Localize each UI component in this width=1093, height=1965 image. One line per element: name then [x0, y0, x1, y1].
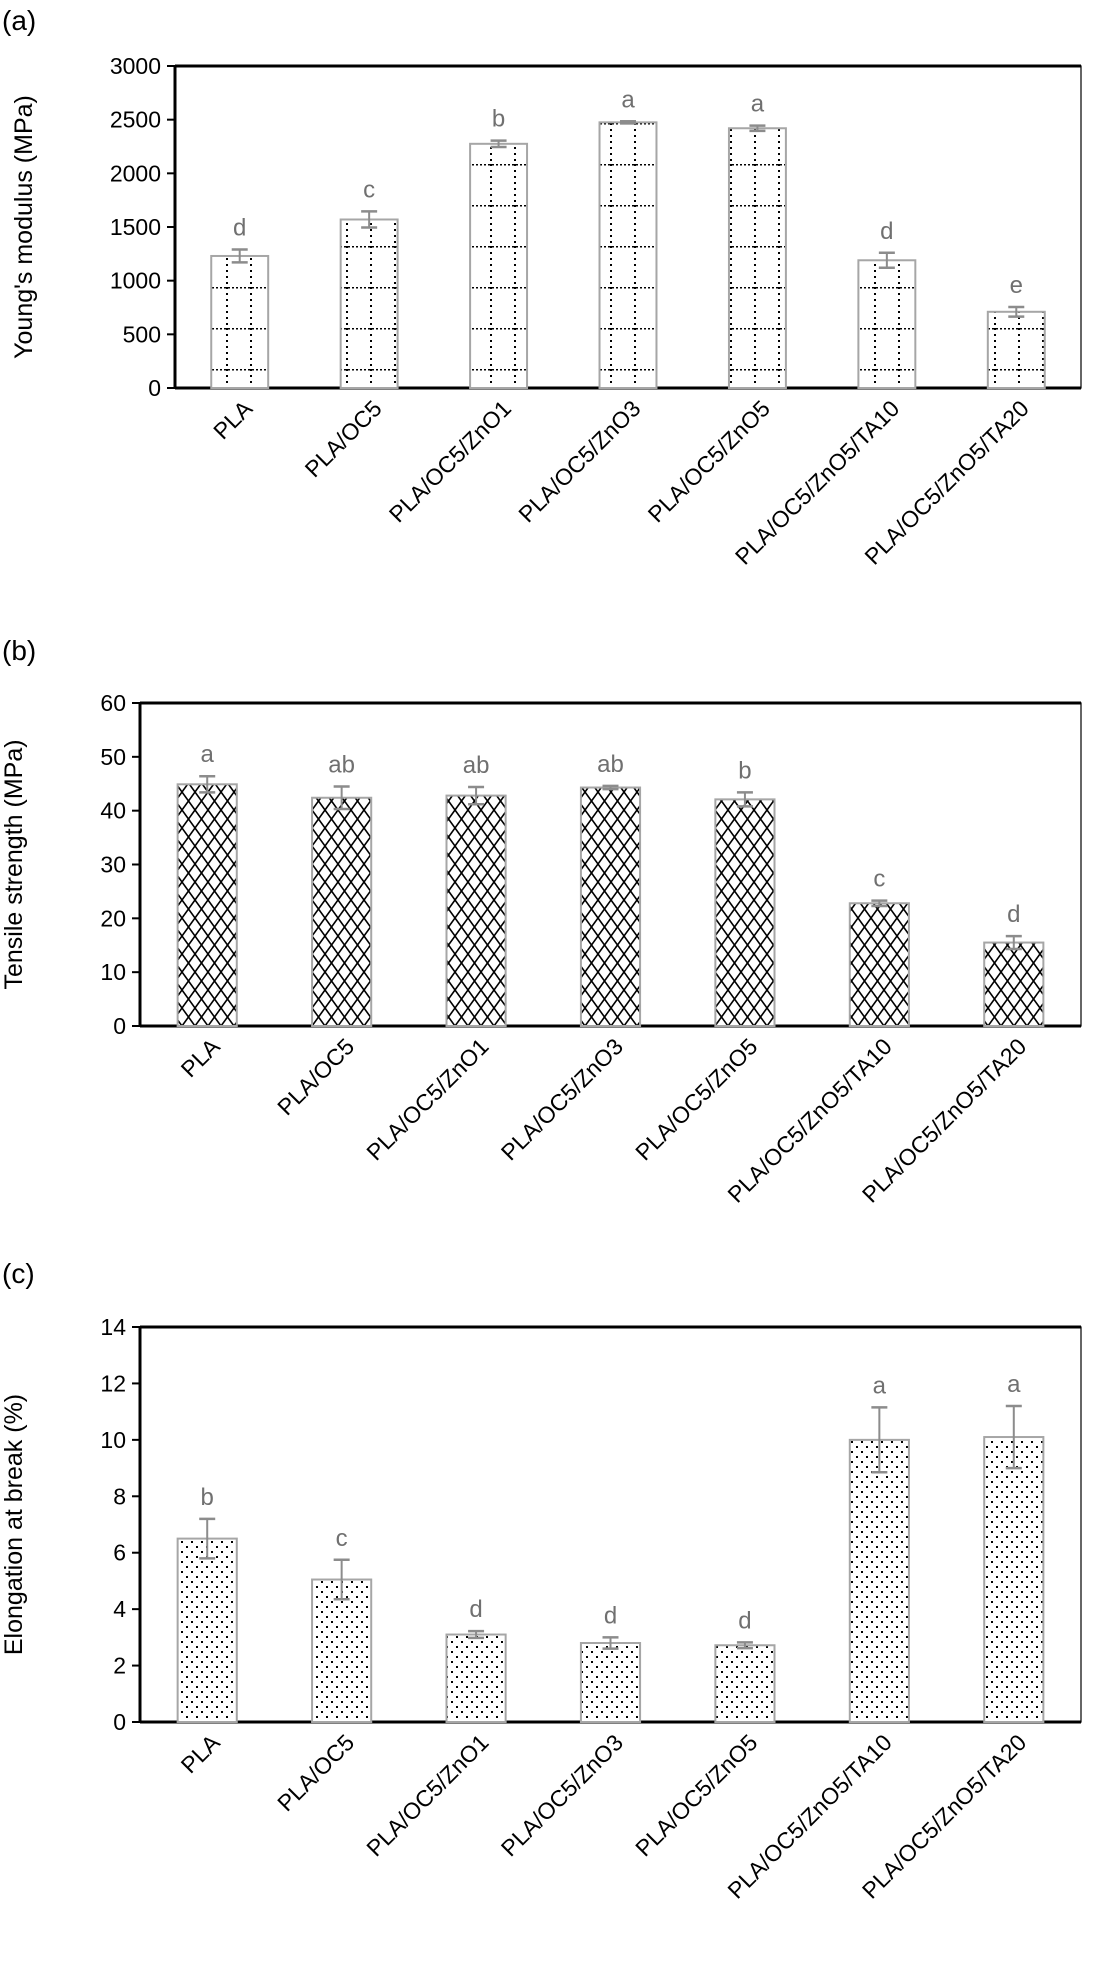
y-tick-label: 14 — [100, 1314, 126, 1340]
significance-letter: e — [1010, 272, 1023, 299]
significance-letter: ab — [328, 751, 355, 778]
significance-letter: b — [201, 1484, 214, 1511]
y-tick-label: 40 — [100, 798, 126, 824]
panel-label: (a) — [2, 5, 36, 36]
panel-b: (b) 0 10 20 30 40 50 60 Tensile strength (MPa) a P… — [0, 635, 1082, 1208]
x-tick-label: PLA/OC5/ZnO5 — [630, 1033, 762, 1165]
x-tick-label: PLA/OC5/ZnO3 — [513, 395, 645, 527]
y-tick-label: 3000 — [110, 53, 161, 79]
x-tick-label: PLA/OC5/ZnO3 — [496, 1033, 628, 1165]
y-tick-label: 60 — [100, 690, 126, 716]
y-tick-label: 1000 — [110, 268, 161, 294]
panel-label: (b) — [2, 635, 36, 666]
bar — [714, 798, 776, 1028]
x-tick-label: PLA/OC5/ZnO5 — [630, 1729, 762, 1861]
significance-letter: d — [604, 1602, 617, 1629]
bar — [311, 796, 373, 1027]
y-tick-label: 10 — [100, 1427, 126, 1453]
significance-letter: ab — [597, 751, 624, 778]
x-tick-label: PLA — [208, 395, 258, 445]
bar — [579, 786, 642, 1027]
y-tick-label: 0 — [113, 1709, 126, 1735]
y-tick-label: 20 — [100, 905, 126, 931]
y-tick-label: 0 — [113, 1013, 126, 1039]
y-axis-label: Tensile strength (MPa) — [0, 739, 28, 989]
x-tick-label: PLA/OC5/ZnO1 — [384, 395, 516, 527]
bar — [445, 794, 507, 1027]
panel-label: (c) — [2, 1258, 35, 1289]
bar — [857, 259, 917, 390]
significance-letter: a — [201, 741, 215, 768]
y-tick-label: 6 — [113, 1540, 126, 1566]
panel-c: (c) 0 2 4 6 8 10 12 14 Elongation at break (%) b PL… — [0, 1258, 1082, 1904]
significance-letter: c — [873, 866, 885, 893]
bar — [848, 1438, 910, 1724]
significance-letter: b — [492, 106, 505, 133]
y-tick-label: 4 — [113, 1596, 126, 1622]
bar — [714, 1644, 776, 1724]
bar — [210, 254, 270, 389]
bar — [983, 1436, 1045, 1724]
x-tick-label: PLA/OC5/ZnO1 — [361, 1729, 493, 1861]
x-tick-label: PLA/OC5/ZnO1 — [361, 1033, 493, 1165]
significance-letter: c — [363, 176, 375, 203]
bar — [983, 941, 1045, 1028]
significance-letter: d — [469, 1596, 482, 1623]
bar — [986, 310, 1046, 389]
bar — [311, 1578, 373, 1723]
significance-letter: b — [738, 757, 751, 784]
y-tick-label: 500 — [123, 321, 161, 347]
y-tick-label: 2 — [113, 1653, 126, 1679]
x-tick-label: PLA/OC5 — [300, 395, 387, 482]
panel-a: (a) 0 500 1000 1500 2000 2500 3000 Young's modul… — [2, 5, 1082, 570]
y-tick-label: 1500 — [110, 214, 161, 240]
y-tick-label: 2500 — [110, 107, 161, 133]
x-tick-label: PLA — [176, 1729, 226, 1779]
x-tick-label: PLA/OC5/ZnO5 — [643, 395, 775, 527]
significance-letter: d — [1007, 901, 1020, 928]
y-tick-label: 30 — [100, 852, 126, 878]
x-tick-label: PLA/OC5/ZnO3 — [496, 1729, 628, 1861]
bar — [598, 121, 658, 389]
bar — [469, 142, 529, 389]
bar — [339, 218, 399, 389]
bar — [727, 127, 787, 389]
y-tick-label: 2000 — [110, 160, 161, 186]
significance-letter: a — [751, 91, 765, 118]
significance-letter: a — [873, 1372, 887, 1399]
bar — [579, 1642, 642, 1723]
significance-letter: c — [336, 1525, 348, 1552]
significance-letter: d — [233, 215, 246, 242]
y-axis-label: Elongation at break (%) — [0, 1394, 28, 1655]
significance-letter: ab — [463, 752, 490, 779]
x-tick-label: PLA/OC5 — [272, 1729, 359, 1816]
y-tick-label: 10 — [100, 959, 126, 985]
y-tick-label: 12 — [100, 1370, 126, 1396]
significance-letter: a — [621, 86, 635, 113]
significance-letter: d — [880, 218, 893, 245]
x-tick-label: PLA — [176, 1033, 226, 1083]
x-tick-label: PLA/OC5 — [272, 1033, 359, 1120]
significance-letter: a — [1007, 1371, 1021, 1398]
y-axis-label: Young's modulus (MPa) — [10, 95, 38, 359]
bar — [176, 783, 238, 1027]
significance-letter: d — [738, 1607, 751, 1634]
bar — [848, 902, 910, 1028]
bar — [176, 1537, 238, 1724]
bar — [445, 1633, 507, 1724]
y-tick-label: 8 — [113, 1483, 126, 1509]
y-tick-label: 0 — [148, 375, 161, 401]
y-tick-label: 50 — [100, 744, 126, 770]
